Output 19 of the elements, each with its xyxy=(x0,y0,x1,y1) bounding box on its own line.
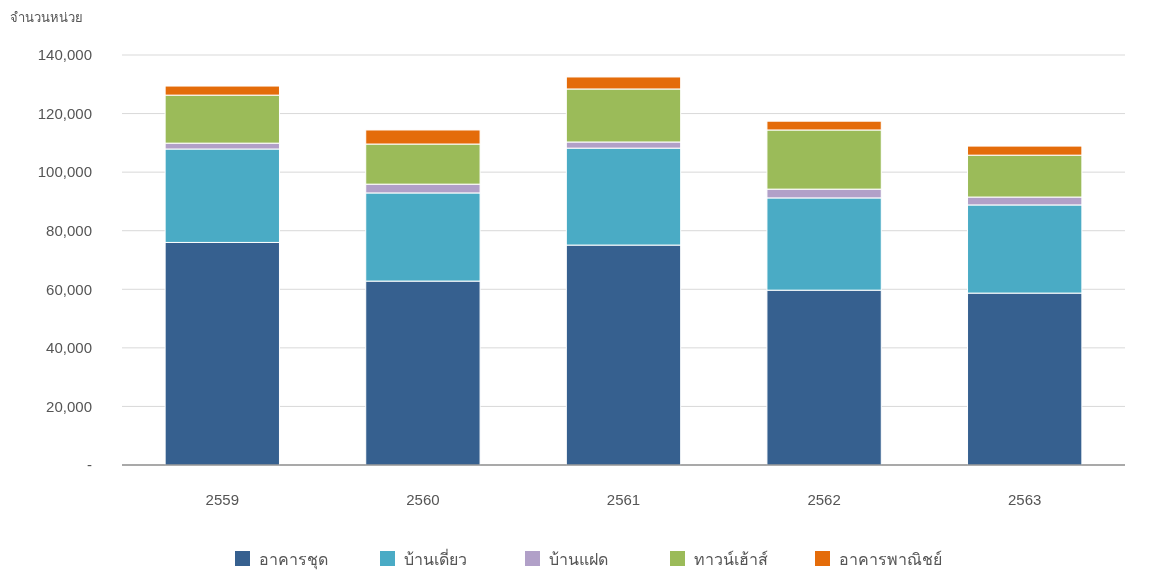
x-tick-label: 2559 xyxy=(205,491,239,508)
x-tick-label: 2560 xyxy=(406,491,440,508)
x-tick-label: 2561 xyxy=(606,491,641,508)
y-tick-label: 80,000 xyxy=(46,221,92,239)
legend-label: บ้านแฝด xyxy=(549,550,608,568)
legend-label: บ้านเดี่ยว xyxy=(404,547,467,568)
y-tick-label: 60,000 xyxy=(46,280,92,298)
y-tick-label: 40,000 xyxy=(46,339,92,357)
y-tick-label: 120,000 xyxy=(37,104,92,122)
y-axis-title: จำนวนหน่วย xyxy=(10,10,83,25)
legend-label: ทาวน์เฮ้าส์ xyxy=(694,549,768,568)
y-tick-label: - xyxy=(87,456,92,474)
x-tick-label: 2563 xyxy=(1008,491,1042,508)
y-tick-label: 100,000 xyxy=(37,163,92,181)
y-tick-label: 20,000 xyxy=(46,397,92,415)
x-tick-label: 2562 xyxy=(807,491,841,508)
y-tick-label: 140,000 xyxy=(37,46,92,64)
legend-label: อาคารพาณิชย์ xyxy=(839,549,942,568)
legend-label: อาคารชุด xyxy=(259,550,328,570)
